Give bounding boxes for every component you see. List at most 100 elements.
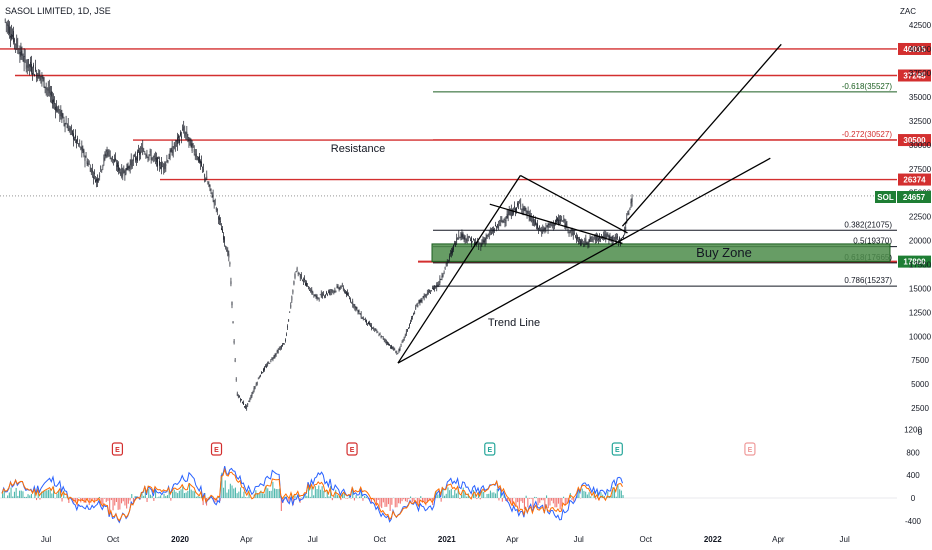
candle-body	[226, 249, 228, 252]
osc-bar	[17, 495, 19, 498]
candle-body	[153, 155, 155, 158]
osc-bar	[362, 498, 364, 501]
candle-body	[148, 154, 150, 157]
candle-body	[63, 119, 65, 123]
buy-zone-rect[interactable]	[431, 243, 891, 263]
osc-bar	[481, 490, 483, 498]
candle-body	[198, 156, 199, 162]
level-badge-text: 30500	[903, 136, 926, 145]
breakout-line[interactable]	[621, 43, 782, 227]
candle-body	[205, 178, 207, 180]
osc-bar	[59, 489, 61, 498]
candle-body	[221, 228, 222, 231]
candle-body	[150, 155, 152, 160]
candle-body	[522, 207, 524, 211]
candle-body	[172, 150, 174, 154]
candle-body	[151, 157, 153, 160]
osc-bar	[190, 489, 192, 498]
candle-body	[441, 276, 443, 278]
osc-bar	[333, 495, 335, 498]
trend-line-lower[interactable]	[397, 157, 771, 364]
candle-body	[622, 237, 623, 238]
y-tick-label: 12500	[909, 308, 932, 317]
buy-zone[interactable]: Buy Zone	[431, 243, 891, 263]
candle-body	[593, 235, 595, 237]
osc-tick-label: -400	[905, 517, 922, 526]
trend-lines[interactable]	[397, 43, 782, 364]
wedge-top[interactable]	[520, 174, 628, 234]
candle-body	[102, 165, 104, 168]
osc-bar	[466, 496, 468, 498]
candle-body	[183, 126, 185, 131]
candle-body	[340, 287, 342, 288]
candle-body	[378, 335, 380, 336]
osc-bar	[374, 498, 376, 502]
candle-body	[490, 232, 492, 234]
wedge-bottom[interactable]	[489, 203, 623, 245]
event-marker[interactable]	[744, 442, 756, 456]
candle-body	[615, 237, 617, 239]
currency-label: ZAC	[900, 7, 916, 16]
osc-bar	[452, 495, 454, 498]
time-axis[interactable]: Jul Oct 2020 Apr Jul Oct 2021 Apr Jul Oct 2022 Apr J…	[41, 535, 850, 544]
candle-body	[619, 237, 620, 242]
candle-body	[267, 363, 269, 366]
event-marker[interactable]	[210, 442, 223, 456]
candle-body	[555, 220, 556, 225]
candle-body	[147, 157, 149, 159]
candle-body	[298, 272, 300, 274]
candle-body	[497, 224, 498, 227]
x-tick-label: Oct	[639, 535, 652, 544]
candle-body	[294, 273, 296, 278]
event-marker[interactable]	[111, 442, 124, 456]
candle-body	[84, 157, 86, 161]
y-tick-label: 42500	[909, 21, 932, 30]
candle-body	[94, 172, 95, 174]
y-tick-label: 40000	[909, 45, 932, 54]
osc-bar	[520, 498, 522, 502]
osc-bar	[24, 496, 26, 498]
osc-bar	[350, 498, 352, 499]
osc-bar	[537, 498, 539, 506]
event-marker[interactable]	[346, 442, 358, 456]
event-marker[interactable]	[484, 442, 496, 456]
osc-bar	[556, 498, 558, 508]
candle-body	[196, 158, 198, 160]
osc-bar	[549, 498, 551, 506]
candle-body	[69, 127, 71, 131]
osc-bar	[410, 496, 412, 498]
candle-body	[601, 234, 602, 236]
candle-body	[33, 64, 34, 68]
candle-body	[410, 322, 411, 324]
osc-bar	[27, 494, 29, 498]
candle-body	[315, 295, 317, 297]
candle-body	[119, 168, 120, 171]
candle-body	[132, 158, 134, 161]
candle-body	[276, 350, 278, 352]
candle-body	[78, 143, 80, 145]
candle-body	[541, 231, 543, 233]
candle-body	[251, 393, 253, 396]
osc-bar	[321, 486, 323, 498]
candle-body	[112, 159, 114, 161]
candle-body	[277, 350, 279, 353]
candle-body	[334, 289, 336, 291]
candle-body	[199, 155, 200, 163]
osc-bar	[274, 488, 276, 498]
candle-body	[453, 244, 454, 250]
candle-body	[213, 200, 215, 204]
candle-body	[455, 242, 456, 246]
symbol-text: SOL	[877, 193, 894, 202]
candle-body	[592, 239, 594, 240]
event-marker[interactable]	[611, 442, 623, 456]
candle-body	[545, 227, 547, 229]
candle-body	[574, 235, 576, 237]
candle-body	[456, 238, 458, 244]
candle-body	[160, 167, 161, 169]
candle-body	[581, 240, 582, 244]
candle-body	[124, 174, 126, 176]
candle-body	[231, 301, 233, 306]
